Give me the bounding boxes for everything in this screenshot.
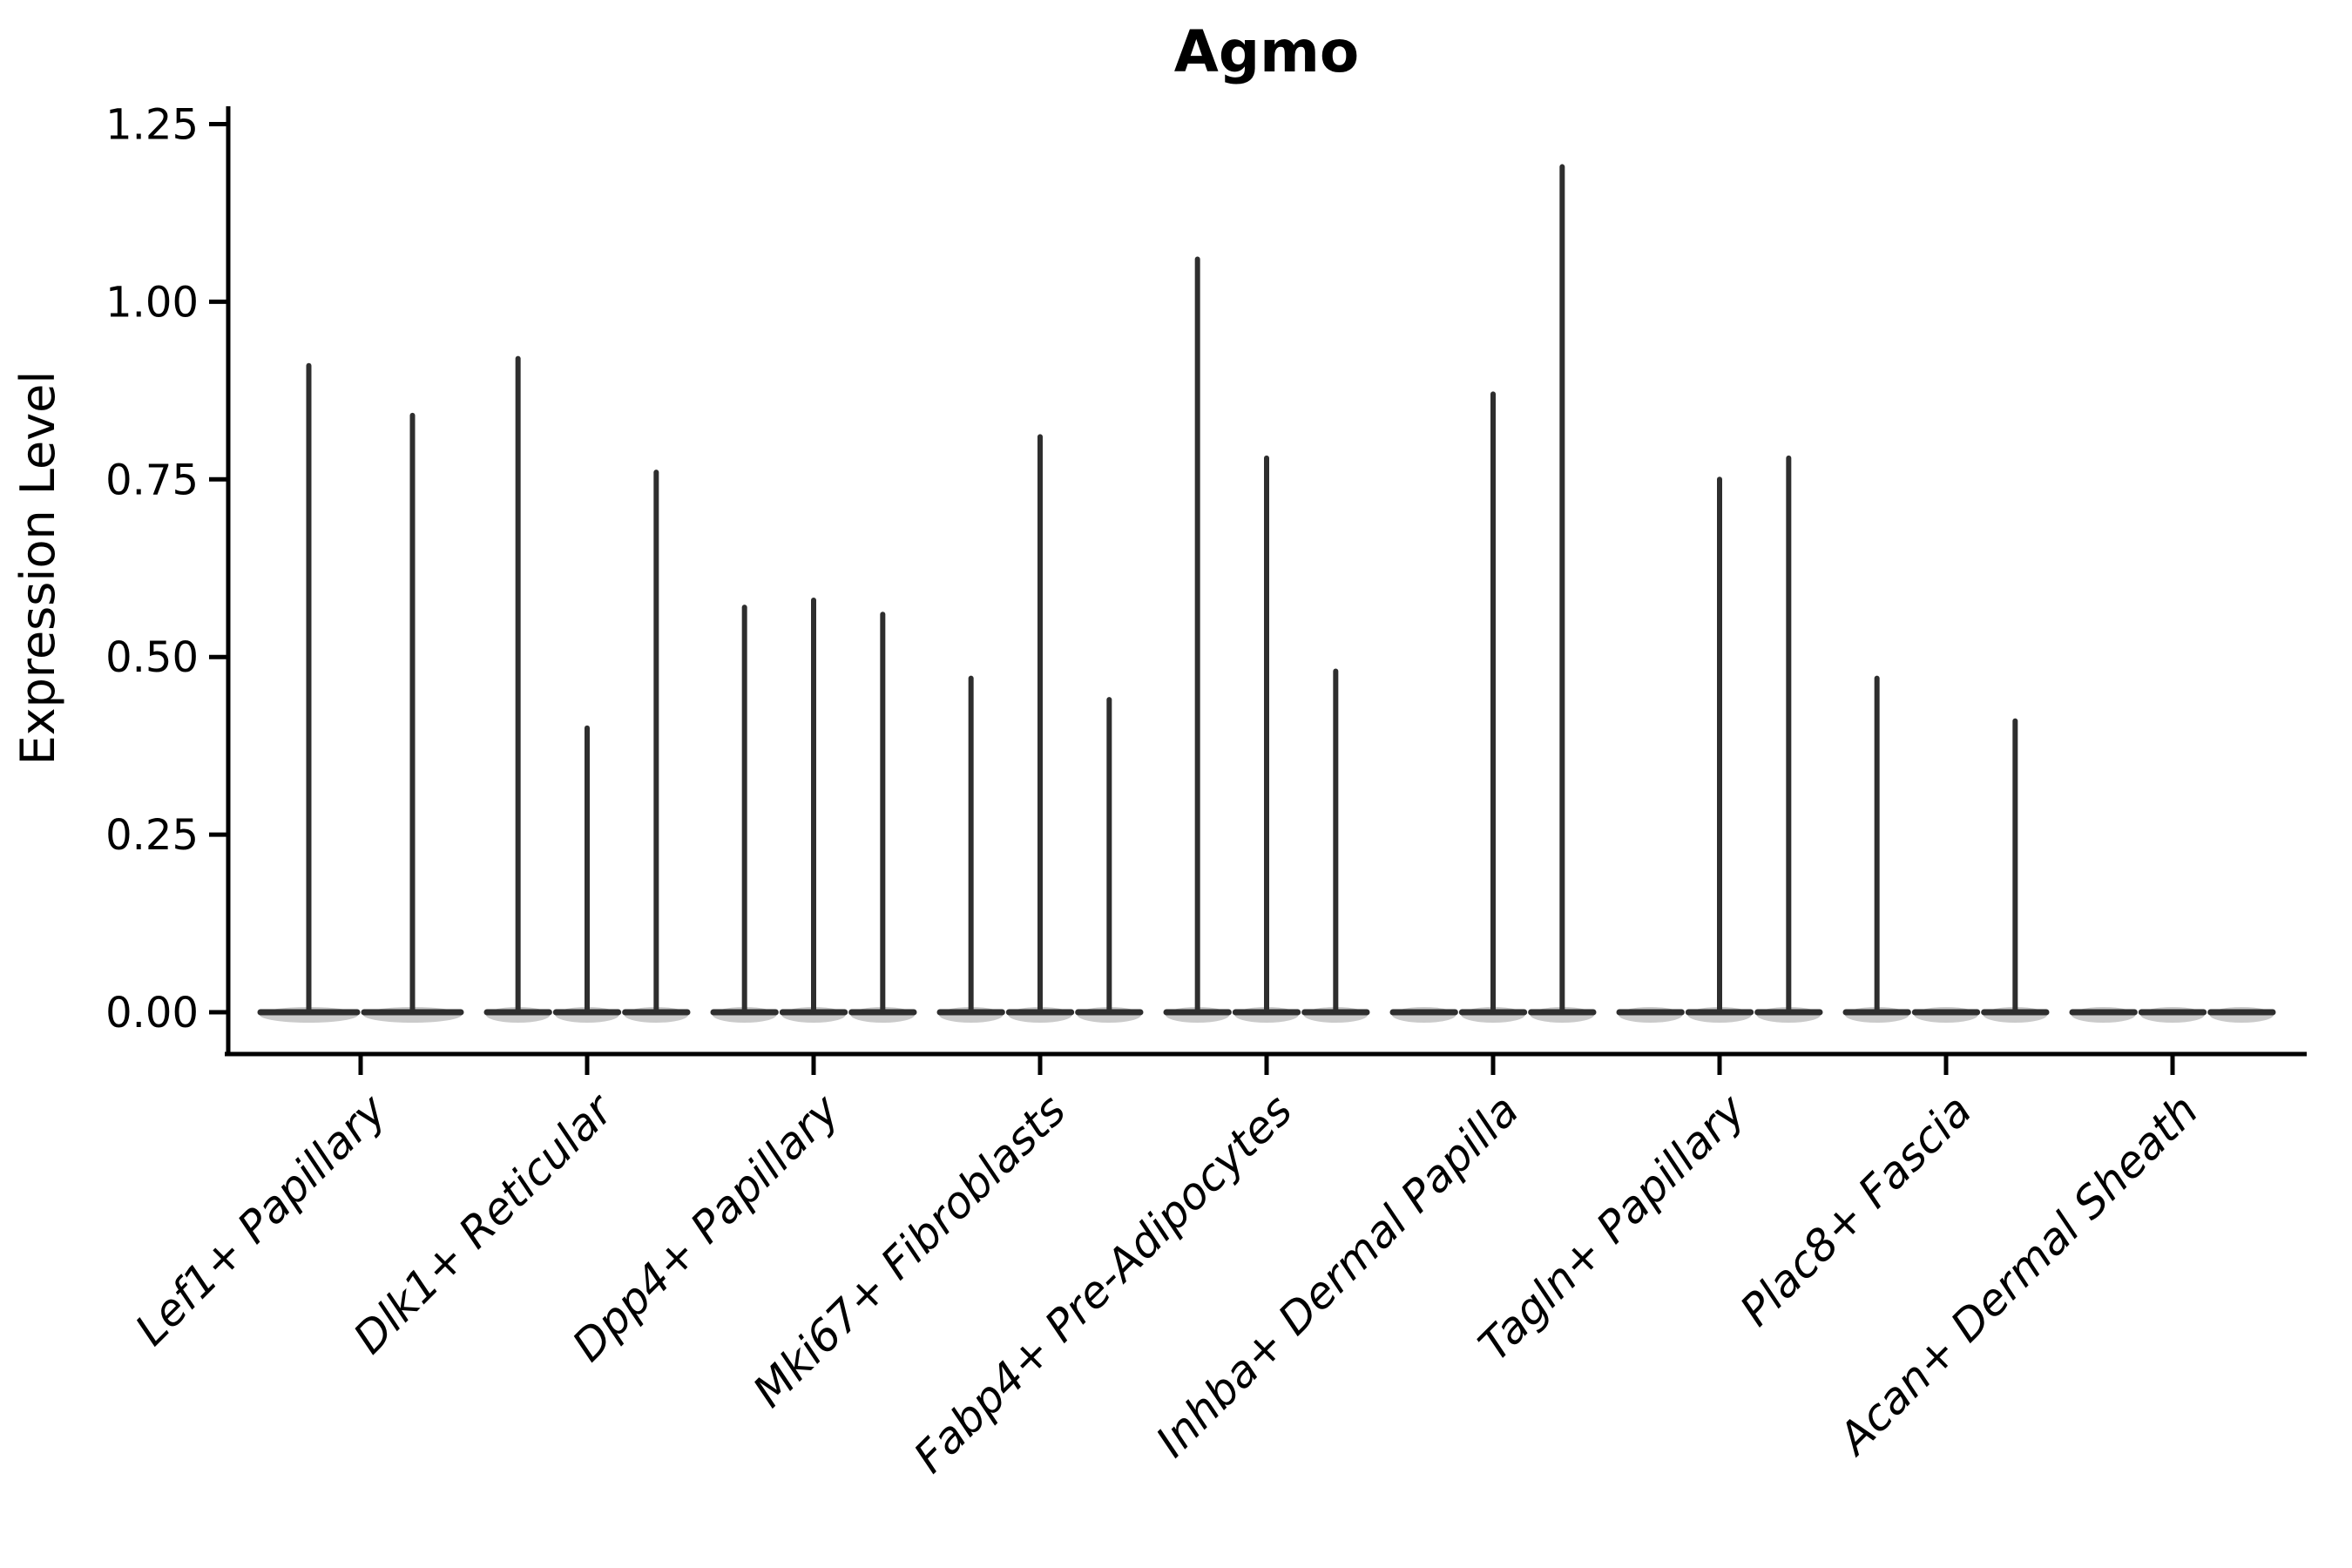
- violin-group: [1616, 455, 1823, 1023]
- violin-group: [1163, 256, 1370, 1023]
- y-tick-label: 1.00: [105, 278, 199, 327]
- x-tick-label: Inhba+ Dermal Papilla: [1146, 1085, 1528, 1466]
- violin-group: [936, 434, 1144, 1023]
- x-tick-label: Plac8+ Fascia: [1731, 1085, 1982, 1335]
- chart-title: Agmo: [1174, 18, 1359, 85]
- x-tick-label: Fabp4+ Pre-Adipocytes: [904, 1085, 1302, 1483]
- violins-layer: [257, 164, 2276, 1023]
- violin-group: [2069, 1007, 2276, 1023]
- violin-group: [1389, 164, 1597, 1023]
- violin-group: [483, 355, 691, 1023]
- y-axis-label: Expression Level: [10, 371, 65, 766]
- y-tick-label: 0.25: [105, 811, 199, 860]
- y-tick-label: 0.75: [105, 456, 199, 504]
- x-tick-label: Acan+ Dermal Sheath: [1828, 1085, 2208, 1465]
- axes-layer: [209, 106, 2307, 1075]
- y-tick-label: 0.00: [105, 989, 199, 1037]
- violin-group: [257, 362, 464, 1023]
- violin-group: [710, 597, 917, 1023]
- y-tick-label: 0.50: [105, 633, 199, 682]
- y-tick-label: 1.25: [105, 101, 199, 150]
- violin-group: [1842, 675, 2050, 1023]
